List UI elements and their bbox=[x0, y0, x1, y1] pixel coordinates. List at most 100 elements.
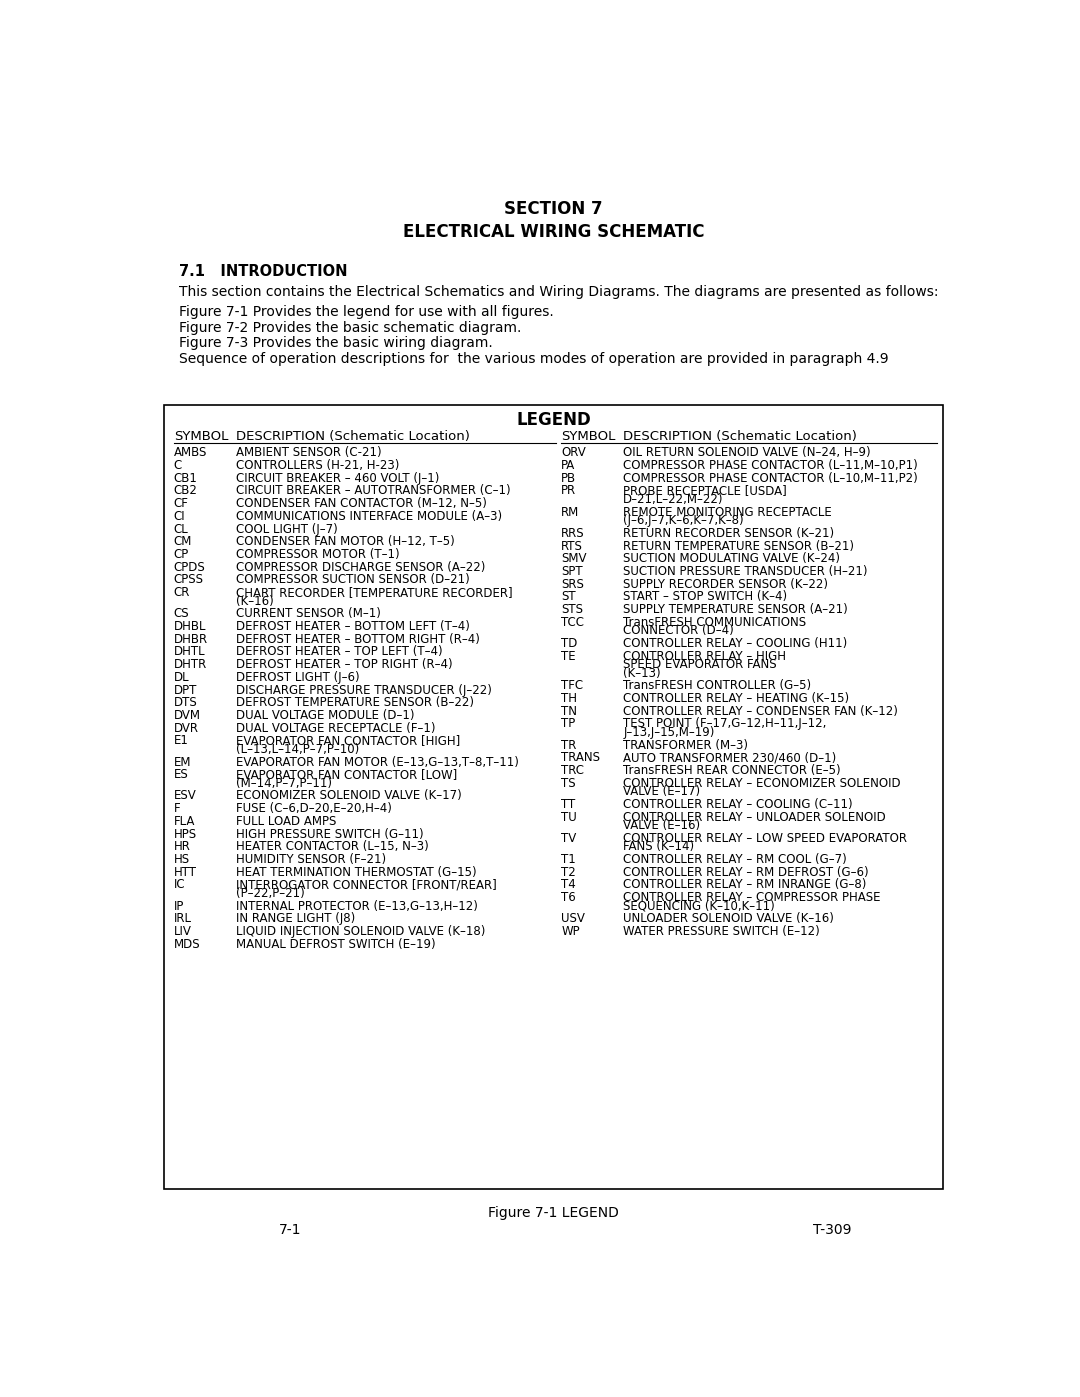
Text: AMBS: AMBS bbox=[174, 447, 207, 460]
Text: FUSE (C–6,D–20,E–20,H–4): FUSE (C–6,D–20,E–20,H–4) bbox=[235, 802, 392, 814]
Text: TD: TD bbox=[562, 637, 578, 650]
Text: TT: TT bbox=[562, 798, 576, 810]
Text: EVAPORATOR FAN CONTACTOR [HIGH]: EVAPORATOR FAN CONTACTOR [HIGH] bbox=[235, 735, 460, 747]
Text: AMBIENT SENSOR (C-21): AMBIENT SENSOR (C-21) bbox=[235, 447, 381, 460]
Text: WATER PRESSURE SWITCH (E–12): WATER PRESSURE SWITCH (E–12) bbox=[623, 925, 820, 937]
Text: This section contains the Electrical Schematics and Wiring Diagrams. The diagram: This section contains the Electrical Sch… bbox=[179, 285, 939, 299]
Text: TransFRESH CONTROLLER (G–5): TransFRESH CONTROLLER (G–5) bbox=[623, 679, 811, 693]
Text: (P–22,P–21): (P–22,P–21) bbox=[235, 887, 305, 900]
Text: DHTR: DHTR bbox=[174, 658, 207, 671]
Text: DUAL VOLTAGE RECEPTACLE (F–1): DUAL VOLTAGE RECEPTACLE (F–1) bbox=[235, 722, 435, 735]
Text: Figure 7-1 LEGEND: Figure 7-1 LEGEND bbox=[488, 1206, 619, 1220]
Text: DEFROST HEATER – TOP LEFT (T–4): DEFROST HEATER – TOP LEFT (T–4) bbox=[235, 645, 443, 658]
Text: CP: CP bbox=[174, 548, 189, 562]
Text: TRANSFORMER (M–3): TRANSFORMER (M–3) bbox=[623, 739, 748, 752]
Text: TR: TR bbox=[562, 739, 577, 752]
Text: LIV: LIV bbox=[174, 925, 191, 937]
Text: LIQUID INJECTION SOLENOID VALVE (K–18): LIQUID INJECTION SOLENOID VALVE (K–18) bbox=[235, 925, 485, 937]
Text: SPEED EVAPORATOR FANS: SPEED EVAPORATOR FANS bbox=[623, 658, 777, 671]
Text: DUAL VOLTAGE MODULE (D–1): DUAL VOLTAGE MODULE (D–1) bbox=[235, 708, 415, 722]
Text: START – STOP SWITCH (K–4): START – STOP SWITCH (K–4) bbox=[623, 591, 787, 604]
Text: TN: TN bbox=[562, 704, 577, 718]
Text: HEATER CONTACTOR (L–15, N–3): HEATER CONTACTOR (L–15, N–3) bbox=[235, 840, 429, 854]
Text: (M–14,P–7,P–11): (M–14,P–7,P–11) bbox=[235, 777, 332, 789]
Text: CONDENSER FAN MOTOR (H–12, T–5): CONDENSER FAN MOTOR (H–12, T–5) bbox=[235, 535, 455, 548]
Text: RETURN RECORDER SENSOR (K–21): RETURN RECORDER SENSOR (K–21) bbox=[623, 527, 835, 539]
Text: (J–6,J–7,K–6,K–7,K–8): (J–6,J–7,K–6,K–7,K–8) bbox=[623, 514, 744, 527]
Text: SRS: SRS bbox=[562, 578, 584, 591]
Text: CONTROLLERS (H-21, H-23): CONTROLLERS (H-21, H-23) bbox=[235, 460, 400, 472]
Text: DPT: DPT bbox=[174, 683, 198, 697]
Text: DHBL: DHBL bbox=[174, 620, 206, 633]
Text: SUCTION PRESSURE TRANSDUCER (H–21): SUCTION PRESSURE TRANSDUCER (H–21) bbox=[623, 564, 867, 578]
Text: CB2: CB2 bbox=[174, 485, 198, 497]
Text: RRS: RRS bbox=[562, 527, 585, 539]
Text: TU: TU bbox=[562, 810, 577, 824]
Text: CONTROLLER RELAY – COOLING (H11): CONTROLLER RELAY – COOLING (H11) bbox=[623, 637, 848, 650]
Text: FLA: FLA bbox=[174, 814, 195, 828]
Text: CONNECTOR (D–4): CONNECTOR (D–4) bbox=[623, 624, 734, 637]
Text: DHBR: DHBR bbox=[174, 633, 207, 645]
Text: CONTROLLER RELAY – LOW SPEED EVAPORATOR: CONTROLLER RELAY – LOW SPEED EVAPORATOR bbox=[623, 831, 907, 845]
Text: CONTROLLER RELAY – COOLING (C–11): CONTROLLER RELAY – COOLING (C–11) bbox=[623, 798, 853, 810]
Text: DVR: DVR bbox=[174, 722, 199, 735]
Text: FULL LOAD AMPS: FULL LOAD AMPS bbox=[235, 814, 336, 828]
Text: DVM: DVM bbox=[174, 708, 201, 722]
Text: TP: TP bbox=[562, 718, 576, 731]
Text: TCC: TCC bbox=[562, 616, 584, 629]
Text: CONTROLLER RELAY – RM INRANGE (G–8): CONTROLLER RELAY – RM INRANGE (G–8) bbox=[623, 879, 866, 891]
Text: PA: PA bbox=[562, 460, 576, 472]
Text: TRANS: TRANS bbox=[562, 752, 600, 764]
Text: PROBE RECEPTACLE [USDA]: PROBE RECEPTACLE [USDA] bbox=[623, 485, 787, 497]
Text: INTERNAL PROTECTOR (E–13,G–13,H–12): INTERNAL PROTECTOR (E–13,G–13,H–12) bbox=[235, 900, 477, 912]
Text: ELECTRICAL WIRING SCHEMATIC: ELECTRICAL WIRING SCHEMATIC bbox=[403, 224, 704, 242]
Text: CIRCUIT BREAKER – AUTOTRANSFORMER (C–1): CIRCUIT BREAKER – AUTOTRANSFORMER (C–1) bbox=[235, 485, 511, 497]
Text: CONDENSER FAN CONTACTOR (M–12, N–5): CONDENSER FAN CONTACTOR (M–12, N–5) bbox=[235, 497, 487, 510]
Text: ECONOMIZER SOLENOID VALVE (K–17): ECONOMIZER SOLENOID VALVE (K–17) bbox=[235, 789, 461, 802]
Text: E1: E1 bbox=[174, 735, 189, 747]
Text: CB1: CB1 bbox=[174, 472, 198, 485]
Text: C: C bbox=[174, 460, 183, 472]
Text: SECTION 7: SECTION 7 bbox=[504, 200, 603, 218]
Text: LEGEND: LEGEND bbox=[516, 411, 591, 429]
Text: HR: HR bbox=[174, 840, 191, 854]
Text: (L–13,L–14,P–7,P–10): (L–13,L–14,P–7,P–10) bbox=[235, 743, 359, 756]
Text: MANUAL DEFROST SWITCH (E–19): MANUAL DEFROST SWITCH (E–19) bbox=[235, 937, 435, 950]
Text: CONTROLLER RELAY – HIGH: CONTROLLER RELAY – HIGH bbox=[623, 650, 786, 662]
Text: Sequence of operation descriptions for  the various modes of operation are provi: Sequence of operation descriptions for t… bbox=[179, 352, 889, 366]
Text: SPT: SPT bbox=[562, 564, 583, 578]
Text: CS: CS bbox=[174, 608, 189, 620]
Text: MDS: MDS bbox=[174, 937, 201, 950]
Text: SMV: SMV bbox=[562, 552, 586, 566]
Text: IP: IP bbox=[174, 900, 184, 912]
Text: T4: T4 bbox=[562, 879, 576, 891]
Text: SUPPLY TEMPERATURE SENSOR (A–21): SUPPLY TEMPERATURE SENSOR (A–21) bbox=[623, 604, 848, 616]
Text: T2: T2 bbox=[562, 866, 576, 879]
Text: Figure 7-1 Provides the legend for use with all figures.: Figure 7-1 Provides the legend for use w… bbox=[179, 306, 554, 320]
Text: DEFROST HEATER – BOTTOM LEFT (T–4): DEFROST HEATER – BOTTOM LEFT (T–4) bbox=[235, 620, 470, 633]
Text: SYMBOL: SYMBOL bbox=[562, 430, 616, 443]
Text: IN RANGE LIGHT (J8): IN RANGE LIGHT (J8) bbox=[235, 912, 355, 925]
Text: PR: PR bbox=[562, 485, 577, 497]
Text: CIRCUIT BREAKER – 460 VOLT (J–1): CIRCUIT BREAKER – 460 VOLT (J–1) bbox=[235, 472, 440, 485]
Text: TEST POINT (F–17,G–12,H–11,J–12,: TEST POINT (F–17,G–12,H–11,J–12, bbox=[623, 718, 826, 731]
Text: ST: ST bbox=[562, 591, 576, 604]
Text: CHART RECORDER [TEMPERATURE RECORDER]: CHART RECORDER [TEMPERATURE RECORDER] bbox=[235, 587, 512, 599]
Text: TH: TH bbox=[562, 692, 577, 705]
Text: PB: PB bbox=[562, 472, 577, 485]
Text: TS: TS bbox=[562, 777, 576, 789]
Text: RM: RM bbox=[562, 506, 580, 518]
Text: CR: CR bbox=[174, 587, 190, 599]
Text: OIL RETURN SOLENOID VALVE (N–24, H–9): OIL RETURN SOLENOID VALVE (N–24, H–9) bbox=[623, 447, 870, 460]
Text: CM: CM bbox=[174, 535, 192, 548]
Text: RETURN TEMPERATURE SENSOR (B–21): RETURN TEMPERATURE SENSOR (B–21) bbox=[623, 539, 854, 553]
Text: COMPRESSOR PHASE CONTACTOR (L–10,M–11,P2): COMPRESSOR PHASE CONTACTOR (L–10,M–11,P2… bbox=[623, 472, 918, 485]
Text: COMPRESSOR DISCHARGE SENSOR (A–22): COMPRESSOR DISCHARGE SENSOR (A–22) bbox=[235, 560, 485, 574]
Text: COMMUNICATIONS INTERFACE MODULE (A–3): COMMUNICATIONS INTERFACE MODULE (A–3) bbox=[235, 510, 502, 522]
Text: Figure 7-3 Provides the basic wiring diagram.: Figure 7-3 Provides the basic wiring dia… bbox=[179, 337, 492, 351]
Text: STS: STS bbox=[562, 604, 583, 616]
Text: INTERROGATOR CONNECTOR [FRONT/REAR]: INTERROGATOR CONNECTOR [FRONT/REAR] bbox=[235, 879, 497, 891]
Text: DEFROST LIGHT (J–6): DEFROST LIGHT (J–6) bbox=[235, 671, 360, 685]
Text: CONTROLLER RELAY – UNLOADER SOLENOID: CONTROLLER RELAY – UNLOADER SOLENOID bbox=[623, 810, 886, 824]
Text: TFC: TFC bbox=[562, 679, 583, 693]
